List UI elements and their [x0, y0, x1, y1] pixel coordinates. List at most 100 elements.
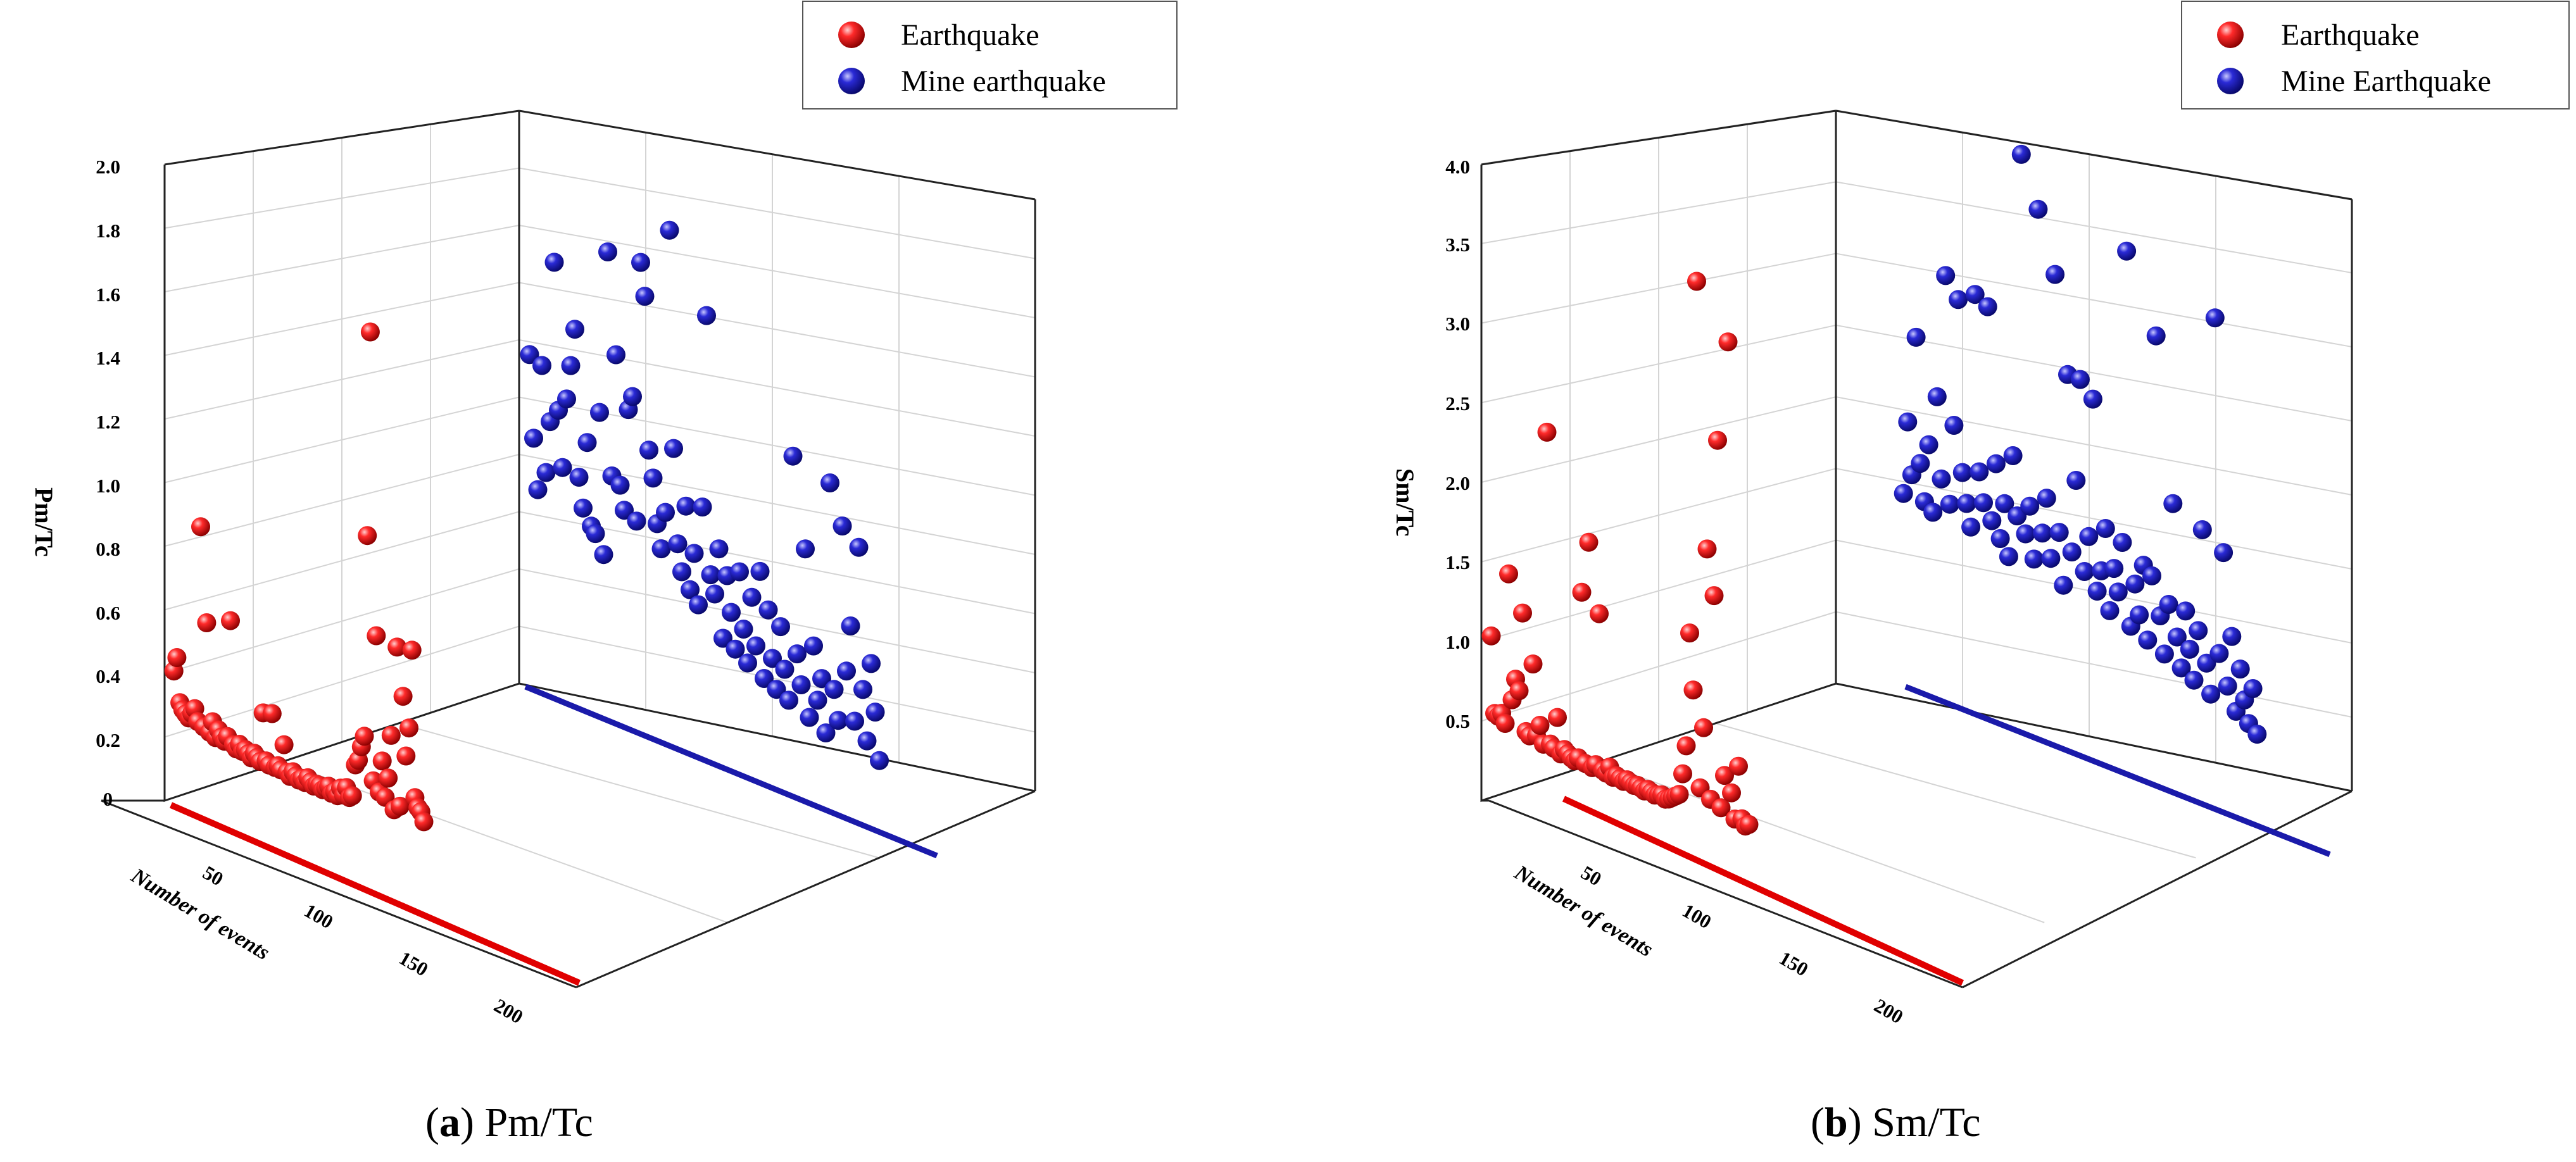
- mine-earthquake-point: [713, 628, 732, 648]
- mine-earthquake-point: [726, 639, 745, 659]
- mine-earthquake-point: [2163, 494, 2183, 513]
- gridline: [518, 282, 1036, 378]
- y-tick-label: 0.5: [1445, 710, 1470, 732]
- legend: Earthquake Mine earthquake: [802, 1, 1178, 109]
- mine-earthquake-point: [1932, 469, 1951, 489]
- mine-earthquake-point: [750, 561, 770, 581]
- mine-earthquake-point: [779, 690, 798, 710]
- mine-earthquake-point: [1990, 529, 2010, 548]
- mine-earthquake-point: [832, 516, 852, 536]
- earthquake-point: [274, 735, 294, 754]
- mine-earthquake-point: [849, 537, 869, 557]
- mine-earthquake-point: [1961, 517, 1981, 537]
- mine-earthquake-point: [553, 458, 572, 477]
- x-tick-label: 150: [1776, 947, 1813, 981]
- mine-earthquake-point: [2095, 519, 2115, 538]
- y-tick-label: 2.0: [1445, 472, 1470, 494]
- mine-earthquake-point: [800, 708, 819, 727]
- earthquake-point: [1481, 626, 1501, 646]
- mine-earthquake-point: [668, 534, 688, 554]
- x-tick-label: 150: [396, 947, 432, 981]
- mine-earthquake-point: [2011, 144, 2031, 164]
- mine-earthquake-point: [845, 711, 864, 731]
- earthquake-point: [1572, 582, 1592, 602]
- panel-b-frame: [1480, 109, 2353, 989]
- mine-earthquake-point: [2138, 630, 2158, 650]
- mine-earthquake-point: [2125, 574, 2145, 594]
- earthquake-point: [1697, 539, 1717, 559]
- earthquake-point: [197, 613, 217, 632]
- mine-earthquake-point: [2189, 621, 2208, 640]
- mine-earthquake-point: [594, 545, 613, 565]
- mine-earthquake-point: [755, 669, 774, 688]
- mine-earthquake-point: [598, 242, 617, 261]
- legend-label: Mine earthquake: [901, 65, 1106, 98]
- mine-earthquake-point: [2062, 542, 2082, 562]
- mine-earthquake-point: [2205, 308, 2225, 328]
- mine-earthquake-point: [610, 475, 630, 495]
- mine-earthquake-point: [2180, 639, 2199, 659]
- x-tick-label: 200: [491, 994, 527, 1028]
- mine-earthquake-point: [709, 539, 729, 559]
- mine-earthquake-point: [2167, 627, 2187, 647]
- mine-earthquake-point: [1894, 484, 1913, 503]
- mine-earthquake-point: [2142, 566, 2161, 585]
- mine-earthquake-point: [697, 306, 716, 325]
- earthquake-point: [1680, 623, 1699, 643]
- mine-earthquake-point: [565, 320, 584, 339]
- gridline: [1835, 253, 2353, 348]
- earthquake-point: [399, 718, 418, 738]
- legend: Earthquake Mine Earthquake: [2181, 1, 2570, 109]
- panel-b-y-ticks: 0.5 1.0 1.5 2.0 2.5 3.0 3.5 4.0: [1445, 156, 1470, 732]
- mine-earthquake-point: [857, 731, 877, 751]
- y-axis-title: Pm/Tc: [30, 487, 58, 557]
- earthquake-point: [167, 648, 187, 667]
- mine-earthquake-point: [590, 403, 609, 422]
- panel-a-grid: [164, 110, 1036, 923]
- earthquake-point: [1548, 708, 1567, 727]
- x-tick-label: 100: [1679, 899, 1716, 934]
- mine-earthquake-point: [2087, 582, 2107, 601]
- mine-earthquake-point: [2066, 471, 2086, 490]
- gridline: [518, 225, 1036, 318]
- mine-earthquake-point: [660, 220, 679, 240]
- legend-marker-mine: [838, 68, 865, 94]
- gridline: [518, 167, 1036, 259]
- y-tick-label: 0.8: [96, 538, 120, 560]
- mine-earthquake-point: [1923, 503, 1943, 522]
- mine-earthquake-point: [1944, 416, 1964, 435]
- earthquake-point: [372, 751, 392, 771]
- mine-earthquake-point: [1919, 435, 1938, 454]
- mine-earthquake-point: [2041, 549, 2061, 568]
- earthquake-point: [1687, 272, 1706, 291]
- legend-label: Earthquake: [2281, 18, 2420, 52]
- earthquake-point: [1711, 798, 1731, 818]
- mine-earthquake-point: [2176, 601, 2196, 621]
- y-tick-label: 1.6: [96, 284, 120, 306]
- x-tick-label: 100: [301, 899, 337, 934]
- earthquake-point: [387, 637, 407, 657]
- mine-earthquake-point: [586, 524, 605, 544]
- mine-earthquake-point: [841, 616, 860, 635]
- mine-earthquake-point: [2016, 524, 2035, 544]
- y-tick-label: 1.2: [96, 411, 120, 433]
- x-tick-label: 200: [1871, 994, 1907, 1028]
- earthquake-point: [262, 704, 282, 723]
- mine-earthquake-point: [1965, 285, 1985, 304]
- mine-earthquake-point: [689, 595, 708, 615]
- mine-earthquake-point: [1999, 547, 2018, 566]
- earthquake-point: [191, 517, 210, 537]
- mine-earthquake-point: [2222, 627, 2242, 646]
- legend-label: Earthquake: [901, 18, 1040, 52]
- mine-earthquake-point: [1974, 493, 1993, 513]
- panel-a-y-ticks: 0 0.2 0.4 0.6 0.8 1.0 1.2 1.4 1.6 1.8 2.…: [96, 156, 120, 810]
- mine-earthquake-point: [2201, 684, 2221, 704]
- mine-earthquake-point: [2146, 326, 2166, 346]
- gridline: [518, 511, 1036, 615]
- earthquake-point: [1715, 766, 1734, 785]
- y-tick-label: 0: [103, 788, 113, 810]
- mine-earthquake-point: [791, 675, 811, 694]
- y-tick-label: 2.5: [1445, 392, 1470, 415]
- mine-earthquake-point: [536, 463, 556, 482]
- earthquake-point: [1722, 783, 1741, 803]
